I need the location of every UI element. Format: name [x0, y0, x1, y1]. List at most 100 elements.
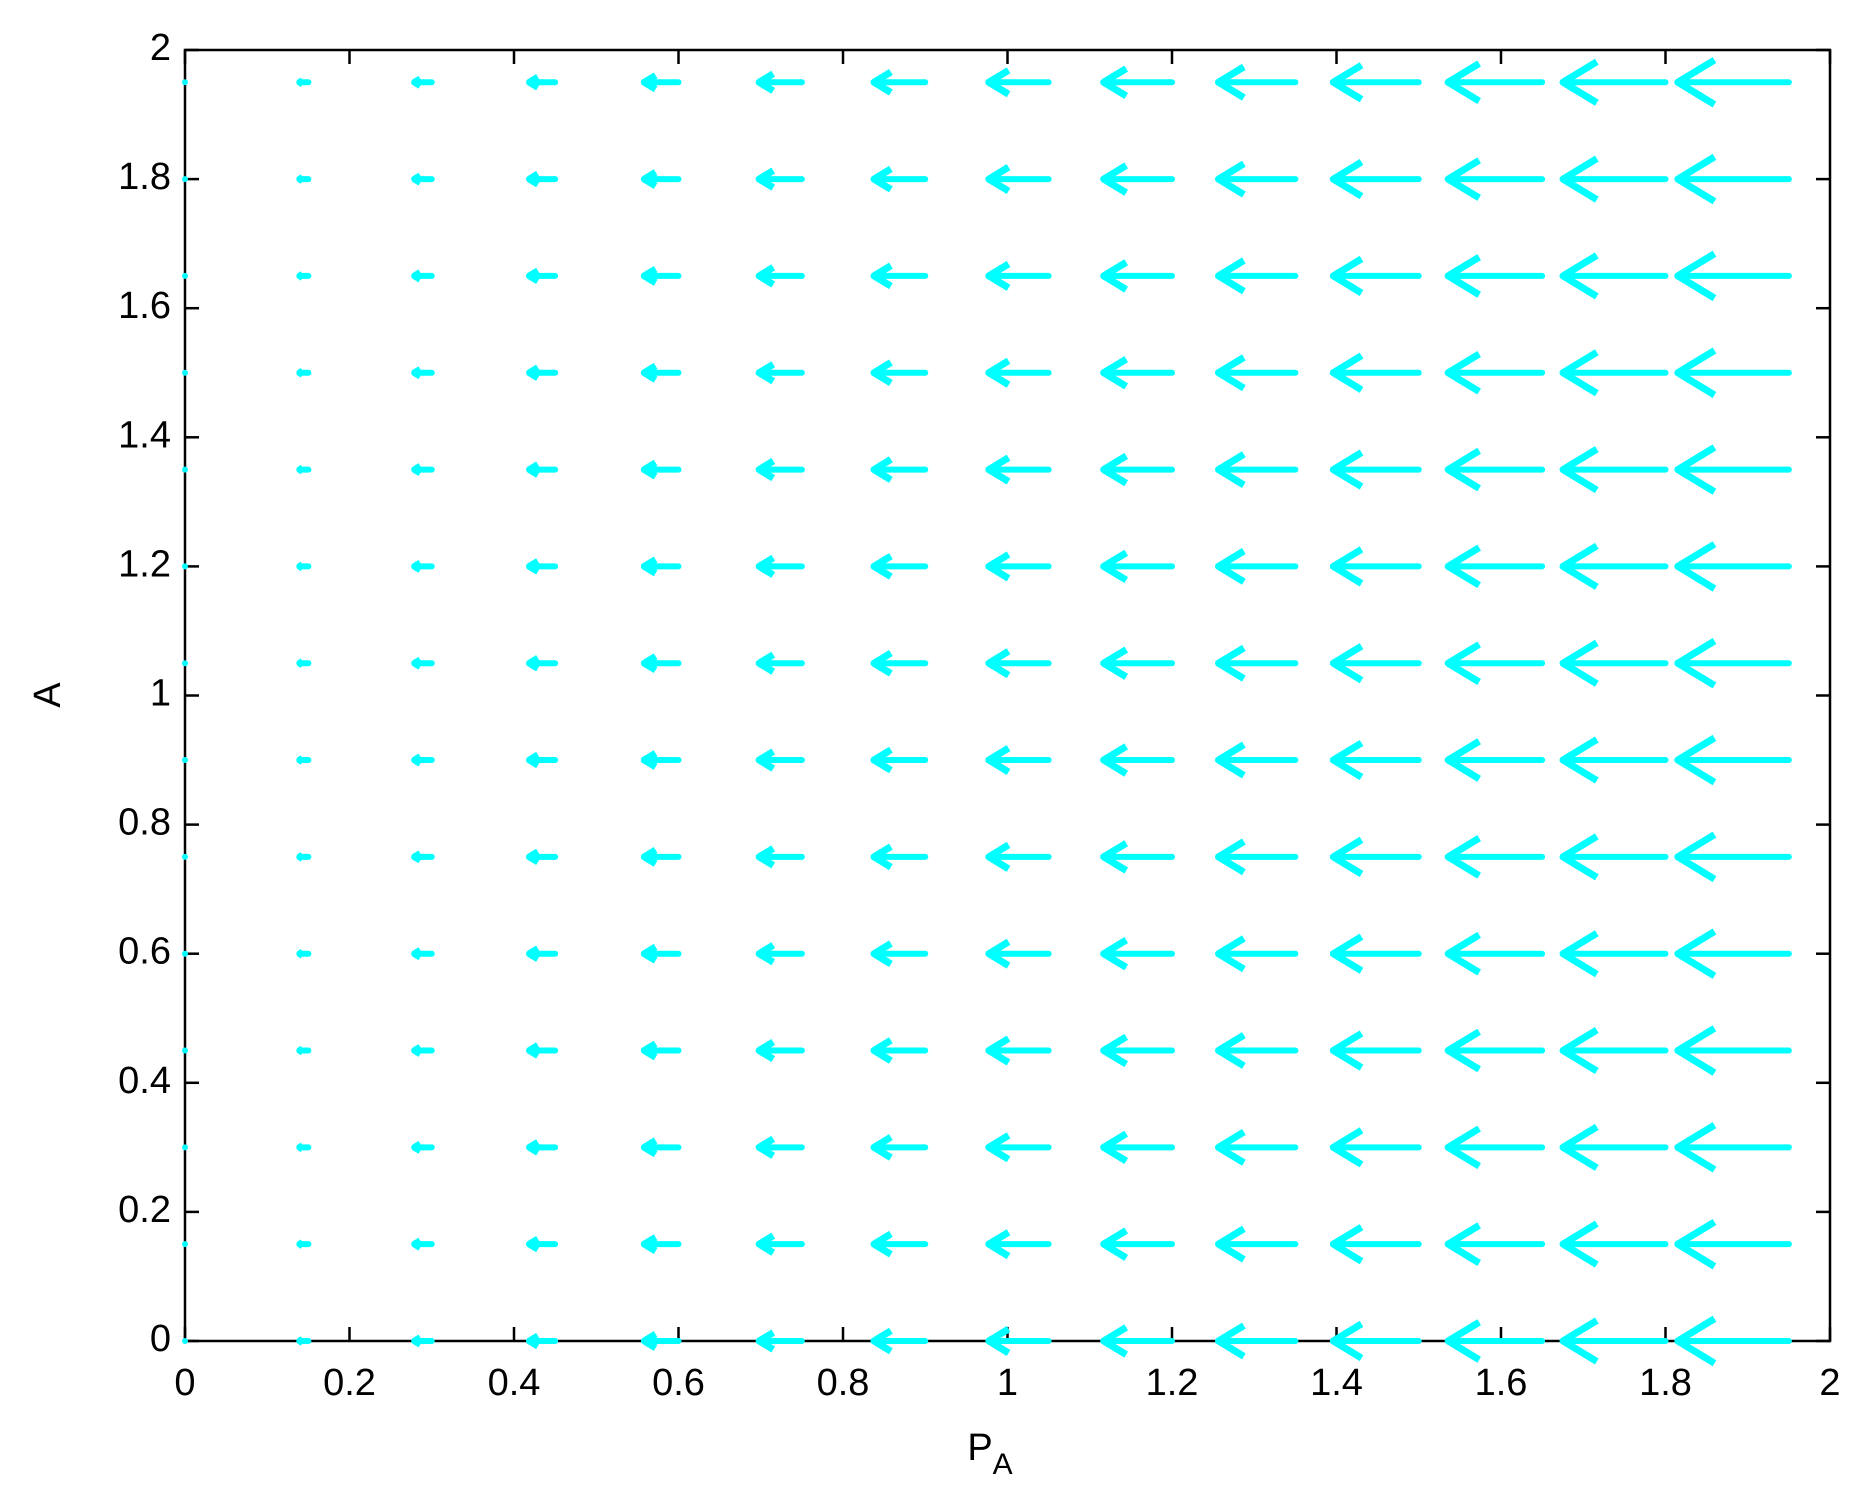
arrow — [1674, 153, 1792, 205]
y-tick-label: 1.2 — [118, 543, 171, 585]
arrow — [1329, 159, 1422, 200]
arrow — [296, 561, 312, 572]
arrow — [1674, 831, 1792, 883]
arrow — [755, 942, 805, 966]
arrow — [755, 1329, 805, 1353]
arrow — [411, 463, 435, 476]
arrow — [1444, 835, 1546, 879]
arrow — [1444, 931, 1546, 976]
arrow — [985, 841, 1052, 872]
arrow — [1100, 549, 1175, 584]
arrow — [1215, 354, 1299, 392]
arrow — [755, 70, 805, 94]
arrow — [640, 653, 682, 674]
y-tick-label: 1.6 — [118, 285, 171, 327]
x-tick-label: 1.4 — [1310, 1362, 1363, 1404]
arrow — [870, 1230, 929, 1258]
arrow — [870, 1327, 929, 1355]
arrow — [985, 1326, 1052, 1356]
arrow — [870, 649, 929, 677]
arrow — [296, 271, 312, 281]
arrow — [755, 651, 805, 675]
arrow — [296, 368, 312, 378]
arrow — [1444, 1028, 1546, 1073]
arrow — [1215, 1032, 1299, 1069]
y-tick-label: 1.8 — [118, 156, 171, 198]
arrow — [526, 74, 559, 91]
arrow — [1329, 739, 1422, 781]
arrow — [870, 456, 929, 483]
x-tick-label: 0.6 — [652, 1362, 705, 1404]
arrow — [1559, 1027, 1669, 1075]
arrow — [1444, 641, 1546, 686]
arrow — [1559, 542, 1669, 590]
arrow — [640, 266, 682, 286]
arrow — [870, 69, 929, 96]
arrow — [296, 948, 312, 959]
arrow — [1444, 60, 1546, 105]
arrow — [1559, 155, 1669, 203]
arrow — [296, 852, 312, 862]
y-tick-label: 1.4 — [118, 414, 171, 456]
arrow — [755, 264, 805, 288]
arrow — [640, 72, 682, 93]
arrow — [296, 1045, 312, 1056]
arrow — [1329, 352, 1422, 393]
arrow — [1215, 1225, 1299, 1263]
arrow — [1100, 646, 1175, 680]
arrow — [640, 459, 682, 480]
arrow — [1559, 1220, 1669, 1268]
arrow — [296, 755, 312, 765]
arrow — [870, 1134, 929, 1161]
arrow — [411, 269, 435, 283]
arrow — [1444, 1319, 1546, 1363]
arrow — [1100, 1033, 1175, 1068]
arrow — [526, 558, 559, 575]
arrow — [411, 1140, 435, 1154]
arrow — [411, 1044, 435, 1057]
arrow — [1444, 544, 1546, 589]
arrow — [755, 167, 805, 191]
arrow — [755, 845, 805, 869]
arrow — [1100, 452, 1175, 487]
arrow — [526, 1332, 559, 1350]
arrow — [985, 164, 1052, 195]
arrow — [985, 1132, 1052, 1163]
arrow — [1674, 444, 1792, 495]
arrow — [1674, 541, 1792, 592]
arrow — [755, 554, 805, 578]
arrow — [1100, 356, 1175, 390]
arrow — [640, 847, 682, 867]
arrow — [411, 753, 435, 767]
arrow — [1674, 1218, 1792, 1270]
arrow — [1559, 736, 1669, 784]
arrow — [985, 1035, 1052, 1066]
arrow — [1444, 738, 1546, 782]
arrow — [1329, 62, 1422, 103]
y-tick-label: 1 — [150, 673, 171, 715]
arrow — [870, 553, 929, 580]
arrow — [1674, 1122, 1792, 1173]
arrow — [870, 262, 929, 290]
arrow — [1215, 160, 1299, 198]
arrow — [640, 1234, 682, 1255]
arrow — [1100, 259, 1175, 293]
y-tick-label: 2 — [150, 27, 171, 69]
arrow — [296, 1239, 312, 1249]
arrow — [640, 1331, 682, 1351]
arrow — [985, 67, 1052, 98]
arrow — [1215, 741, 1299, 779]
y-axis-label: A — [27, 682, 69, 708]
arrow — [985, 745, 1052, 776]
arrow — [1559, 639, 1669, 687]
arrow — [1329, 1127, 1422, 1168]
arrow — [1559, 58, 1669, 106]
x-tick-label: 0.2 — [323, 1362, 376, 1404]
arrow — [1215, 644, 1299, 682]
arrow — [870, 165, 929, 193]
arrow — [1674, 734, 1792, 786]
arrow — [1100, 1227, 1175, 1261]
arrow — [526, 751, 559, 769]
arrow — [1215, 935, 1299, 973]
